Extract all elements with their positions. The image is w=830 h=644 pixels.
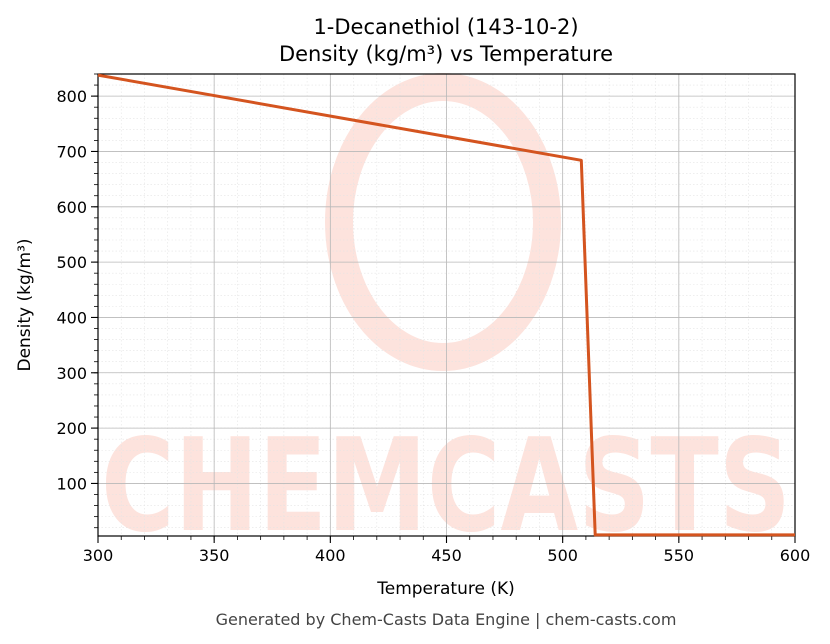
x-axis-label: Temperature (K) xyxy=(376,579,515,599)
chart-title: 1-Decanethiol (143-10-2) xyxy=(313,15,578,39)
y-tick-label: 400 xyxy=(56,308,87,327)
watermark-logo-ring xyxy=(325,73,561,371)
y-tick-labels: 100 200 300 400 500 600 700 800 xyxy=(56,87,87,493)
major-grid xyxy=(97,74,796,536)
footer-credit: Generated by Chem-Casts Data Engine | ch… xyxy=(216,610,677,629)
x-tick-label: 350 xyxy=(199,546,230,565)
axis-ticks xyxy=(91,73,796,543)
y-tick-label: 500 xyxy=(56,253,87,272)
x-tick-label: 550 xyxy=(664,546,695,565)
y-tick-label: 200 xyxy=(56,419,87,438)
watermark: CHEMCASTS xyxy=(101,73,791,561)
x-tick-label: 450 xyxy=(431,546,462,565)
x-tick-label: 400 xyxy=(315,546,346,565)
y-axis-label: Density (kg/m³) xyxy=(15,238,35,371)
y-tick-label: 300 xyxy=(56,364,87,383)
y-tick-label: 700 xyxy=(56,142,87,161)
x-tick-label: 300 xyxy=(83,546,114,565)
y-tick-label: 600 xyxy=(56,198,87,217)
y-tick-label: 800 xyxy=(56,87,87,106)
series-layer xyxy=(97,73,795,537)
x-tick-label: 500 xyxy=(547,546,578,565)
x-tick-label: 600 xyxy=(780,546,811,565)
y-tick-label: 100 xyxy=(56,474,87,493)
x-tick-labels: 300 350 400 450 500 550 600 xyxy=(83,546,811,565)
density-series-line xyxy=(97,73,795,537)
chart-subtitle: Density (kg/m³) vs Temperature xyxy=(279,42,613,66)
